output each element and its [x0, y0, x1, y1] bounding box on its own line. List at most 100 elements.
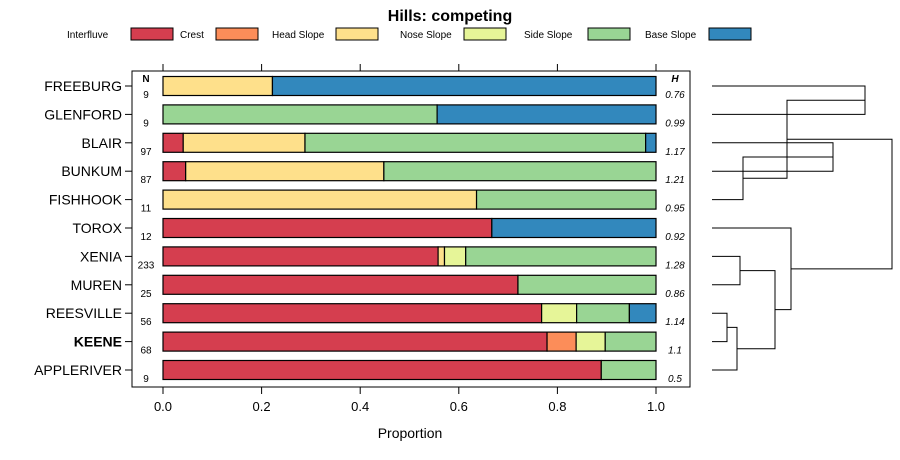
legend-swatch: [587, 27, 631, 41]
legend-item-head-slope: Head Slope: [272, 27, 379, 41]
bar-glenford-base-slope: [436, 104, 657, 125]
bar-reesville-side-slope: [576, 303, 630, 324]
bar-xenia-head-slope: [437, 246, 446, 267]
bar-xenia-nose-slope: [443, 246, 467, 267]
x-axis: 0.0 0.2 0.4 0.6 0.8 1.0: [154, 64, 665, 414]
h-value: 1.14: [665, 317, 685, 328]
x-tick-label: 0.8: [548, 399, 566, 414]
bar-torox-interfluve: [162, 217, 493, 239]
bar-freeburg-base-slope: [271, 75, 657, 97]
bar-appleriver-side-slope: [600, 359, 657, 381]
bar-muren-side-slope: [517, 274, 657, 295]
h-value: 1.17: [665, 147, 685, 158]
h-header: H: [671, 74, 679, 85]
n-header: N: [142, 74, 149, 85]
bar-blair-base-slope: [645, 132, 657, 153]
dendrogram-branch: [712, 326, 738, 371]
row-label-reesville: REESVILLE: [46, 305, 122, 321]
legend-label: Interfluve: [67, 30, 109, 41]
row-label-glenford: GLENFORD: [44, 106, 122, 122]
n-value: 56: [140, 317, 152, 328]
bar-bunkum-head-slope: [185, 161, 385, 182]
legend-swatch: [708, 27, 752, 41]
h-labels: H 0.76 0.99 1.17 1.21 0.95 0.92 1.28 0.86 1.14 1.…: [665, 74, 685, 385]
legend-item-interfluve: Interfluve: [67, 27, 174, 41]
bar-fishhook-head-slope: [162, 189, 478, 210]
bar-bunkum-interfluve: [162, 161, 187, 182]
legend-item-side-slope: Side Slope: [524, 27, 631, 41]
row-label-appleriver: APPLERIVER: [34, 362, 122, 378]
x-axis-label: Proportion: [378, 425, 443, 441]
legend-swatch: [215, 27, 259, 41]
x-tick-label: 0.4: [351, 399, 369, 414]
legend-item-crest: Crest: [180, 27, 259, 41]
n-value: 25: [140, 289, 152, 300]
n-value: 9: [143, 374, 149, 385]
n-value: 68: [140, 346, 152, 357]
legend-item-nose-slope: Nose Slope: [400, 27, 507, 41]
h-value: 0.95: [665, 204, 685, 215]
n-value: 9: [143, 118, 149, 129]
n-labels: N 9 9 97 87 11 12 233 25 56 68 9: [138, 74, 155, 385]
bar-appleriver-interfluve: [162, 359, 602, 381]
legend-label: Head Slope: [272, 30, 325, 41]
bar-reesville-base-slope: [628, 303, 657, 324]
bar-torox-base-slope: [491, 217, 657, 239]
row-label-bunkum: BUNKUM: [61, 163, 122, 179]
row-label-xenia: XENIA: [80, 248, 123, 264]
legend-label: Base Slope: [645, 30, 697, 41]
legend-label: Side Slope: [524, 30, 573, 41]
bar-freeburg-head-slope: [162, 75, 274, 97]
n-value: 11: [141, 204, 152, 215]
legend: Interfluve Crest Head Slope Nose Slope Side …: [67, 27, 752, 41]
x-tick-label: 0.0: [154, 399, 172, 414]
row-label-keene: KEENE: [74, 334, 122, 350]
x-tick-label: 1.0: [647, 399, 665, 414]
bar-keene-nose-slope: [575, 331, 606, 352]
row-label-fishhook: FISHHOOK: [49, 192, 123, 208]
bar-xenia-interfluve: [162, 246, 439, 267]
legend-swatch: [463, 27, 507, 41]
bar-xenia-side-slope: [465, 246, 657, 267]
dendrogram-branch: [787, 138, 893, 270]
n-value: 233: [138, 260, 155, 271]
bar-keene-interfluve: [162, 331, 548, 352]
legend-item-base-slope: Base Slope: [645, 27, 752, 41]
bar-reesville-interfluve: [162, 303, 543, 324]
x-tick-label: 0.6: [450, 399, 468, 414]
h-value: 0.92: [665, 232, 685, 243]
row-label-muren: MUREN: [71, 277, 122, 293]
h-value: 0.99: [665, 118, 685, 129]
plot-frame: [131, 70, 691, 388]
row-label-blair: BLAIR: [82, 135, 122, 151]
h-value: 0.86: [665, 289, 685, 300]
bar-reesville-nose-slope: [541, 303, 578, 324]
n-value: 9: [143, 90, 149, 101]
h-value: 0.76: [665, 90, 685, 101]
bar-keene-crest: [546, 331, 577, 352]
dendrogram-branch: [737, 270, 776, 350]
bar-blair-head-slope: [182, 132, 306, 153]
dendrogram-branch: [712, 312, 728, 343]
h-value: 1.28: [665, 260, 685, 271]
h-value: 1.1: [668, 346, 682, 357]
row-labels: FREEBURG GLENFORD BLAIR BUNKUM FISHHOOK TOROX…: [34, 78, 132, 378]
legend-label: Crest: [180, 30, 204, 41]
bar-glenford-side-slope: [162, 104, 438, 125]
dendrogram: [712, 85, 893, 371]
bar-keene-side-slope: [604, 331, 657, 352]
n-value: 97: [140, 147, 152, 158]
chart-title: Hills: competing: [388, 8, 512, 25]
x-tick-label: 0.2: [253, 399, 271, 414]
legend-label: Nose Slope: [400, 30, 452, 41]
bars: [162, 75, 657, 381]
n-value: 12: [140, 232, 152, 243]
bar-blair-side-slope: [304, 132, 647, 153]
n-value: 87: [140, 175, 152, 186]
bar-fishhook-side-slope: [475, 189, 657, 210]
bar-blair-interfluve: [162, 132, 184, 153]
h-value: 1.21: [665, 175, 684, 186]
row-label-torox: TOROX: [72, 220, 122, 236]
h-value: 0.5: [668, 374, 682, 385]
